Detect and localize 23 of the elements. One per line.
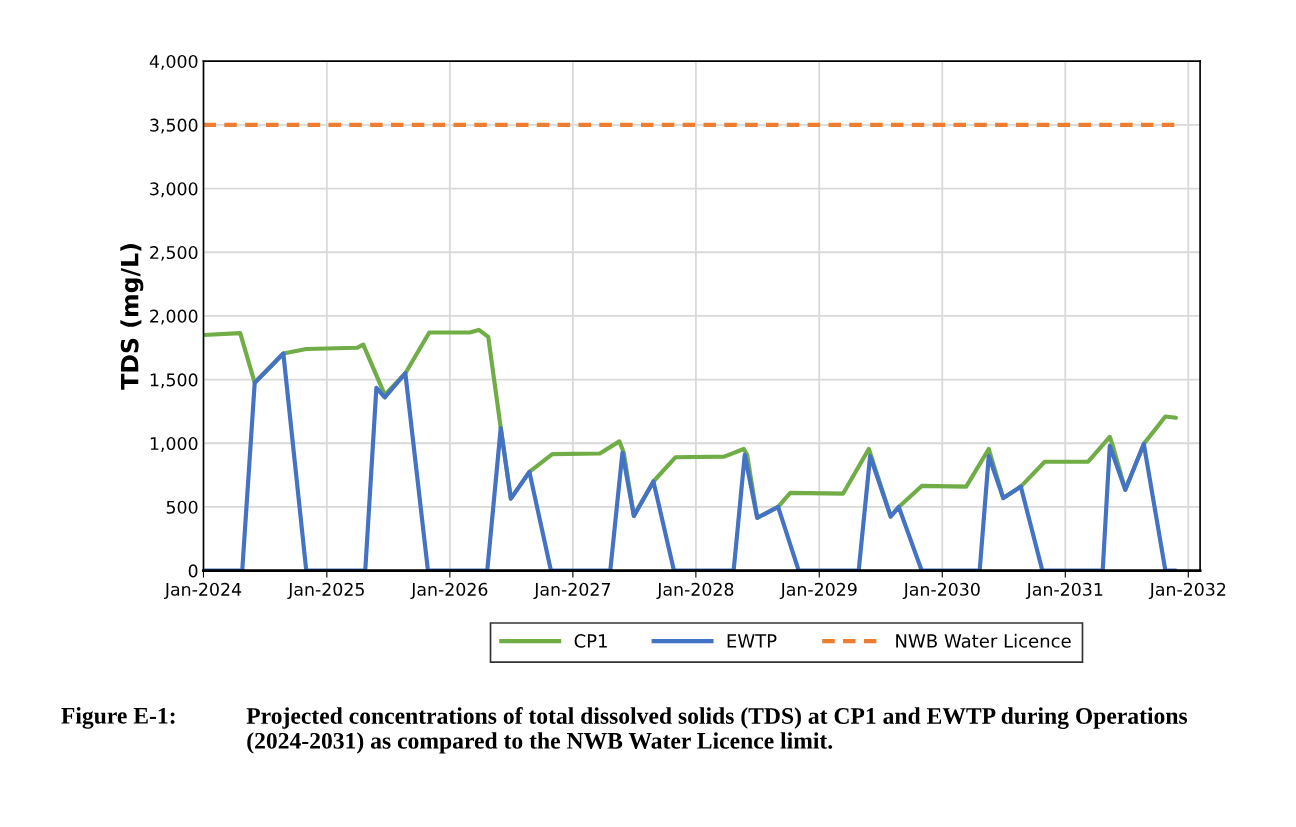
x-tick-label: Jan-2029 xyxy=(779,582,857,600)
y-tick-label: 1,500 xyxy=(150,373,198,389)
y-tick-label: 2,000 xyxy=(150,309,198,325)
y-tick-label: 500 xyxy=(166,500,198,514)
y-tick-label: 4,000 xyxy=(149,54,198,70)
y-tick-label: 2,500 xyxy=(150,245,198,261)
x-tick-label: Jan-2027 xyxy=(533,582,610,600)
y-axis-title: TDS (mg/L) xyxy=(120,244,144,390)
x-tick-label: Jan-2026 xyxy=(410,582,488,600)
x-tick-label: Jan-2030 xyxy=(902,582,980,600)
y-tick-label: 0 xyxy=(188,564,198,578)
legend-label: CP1 xyxy=(574,634,607,648)
x-tick-label: Jan-2028 xyxy=(656,582,734,600)
x-tick-label: Jan-2025 xyxy=(287,582,364,600)
y-tick-label: 1,000 xyxy=(150,436,198,452)
y-tick-label: 3,500 xyxy=(150,118,198,134)
y-tick-label: 3,000 xyxy=(150,182,198,198)
text: Figure E-1: Projected concentrations of total dissolved solids (TDS) at CP1 and EWTP during Operations (2024-2031) as compared to the NWB Water Licence limit. xyxy=(61,707,1188,754)
legend-label: EWTP xyxy=(727,634,777,648)
x-tick-label: Jan-2031 xyxy=(1025,582,1103,600)
x-tick-label: Jan-2032 xyxy=(1148,582,1226,600)
x-tick-label: Jan-2024 xyxy=(163,582,242,600)
legend-label: NWB Water Licence xyxy=(896,633,1071,648)
